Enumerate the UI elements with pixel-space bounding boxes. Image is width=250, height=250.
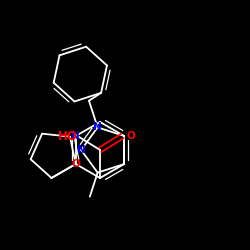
Text: O: O (126, 131, 135, 141)
Text: HO: HO (58, 130, 78, 142)
Text: N: N (77, 145, 86, 155)
Text: N: N (72, 131, 80, 141)
Text: O: O (72, 159, 80, 169)
Text: N: N (93, 122, 102, 132)
